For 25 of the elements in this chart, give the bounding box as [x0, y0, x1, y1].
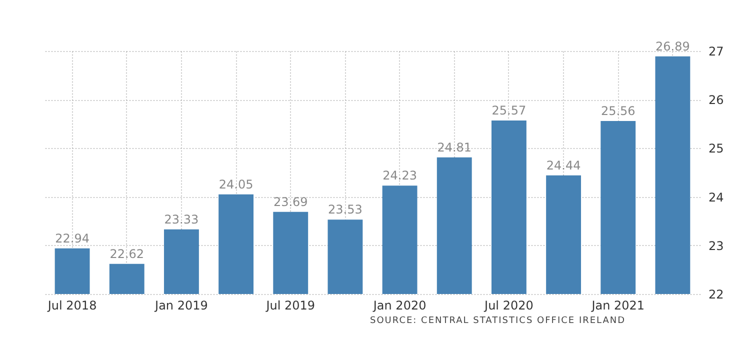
- data-label: 23.33: [164, 212, 199, 226]
- data-label: 24.44: [546, 158, 581, 172]
- y-tick-label: 23: [708, 238, 724, 253]
- data-label: 25.56: [600, 104, 636, 118]
- data-label: 24.81: [437, 140, 472, 154]
- data-label: 22.94: [55, 231, 90, 246]
- data-label: 24.05: [218, 177, 254, 192]
- x-tick-label: Jul 2018: [46, 298, 97, 312]
- x-tick-label: Jan 2021: [590, 298, 645, 312]
- data-label: 24.23: [382, 168, 417, 183]
- x-tick-label: Jan 2020: [372, 298, 426, 312]
- x-tick-label: Jul 2020: [484, 298, 534, 312]
- data-label: 23.53: [328, 202, 362, 217]
- source-note: SOURCE: CENTRAL STATISTICS OFFICE IRELAND: [370, 316, 626, 326]
- x-tick-label: Jan 2019: [154, 298, 208, 312]
- y-tick-label: 27: [708, 44, 724, 58]
- data-label: 23.69: [273, 194, 308, 209]
- y-tick-label: 24: [708, 190, 724, 204]
- y-tick-label: 26: [708, 93, 724, 108]
- x-tick-label: Jul 2019: [265, 298, 316, 312]
- data-label: 25.57: [492, 104, 526, 118]
- data-label: 22.62: [110, 246, 144, 261]
- data-label: 26.89: [656, 39, 690, 54]
- y-tick-label: 22: [708, 288, 724, 302]
- y-tick-label: 25: [708, 142, 724, 156]
